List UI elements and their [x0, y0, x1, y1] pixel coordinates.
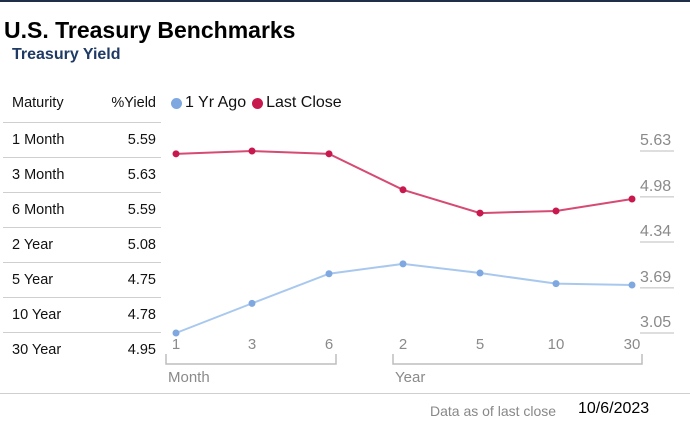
table-row: 3 Month 5.63 [3, 158, 161, 193]
series-point-1-yr-ago [248, 299, 256, 307]
page-title: U.S. Treasury Benchmarks [4, 17, 296, 43]
table-row: 5 Year 4.75 [3, 263, 161, 298]
x-tick-label: 2 [399, 336, 407, 353]
table-row: 10 Year 4.78 [3, 298, 161, 333]
series-point-1-yr-ago [325, 270, 333, 278]
series-point-1-yr-ago [476, 269, 484, 277]
table-header-row: Maturity %Yield [3, 84, 161, 123]
table-row: 2 Year 5.08 [3, 228, 161, 263]
chart-series [172, 147, 636, 337]
series-point-last-close [248, 147, 256, 155]
x-tick-label: 3 [248, 336, 256, 353]
table-row: 6 Month 5.59 [3, 193, 161, 228]
yield-cell: 4.75 [127, 272, 156, 288]
footer-label: Data as of last close [430, 403, 557, 419]
yield-cell: 5.08 [127, 237, 156, 253]
yield-cell: 4.78 [127, 307, 156, 323]
group-bracket [392, 354, 643, 365]
group-label: Year [395, 369, 425, 386]
top-rule [0, 0, 690, 2]
series-point-last-close [325, 150, 333, 158]
series-point-last-close [172, 150, 180, 158]
series-line-last-close [175, 149, 633, 215]
yield-header: %Yield [111, 95, 156, 111]
legend-item-1yr-ago[interactable]: 1 Yr Ago [171, 94, 246, 112]
table-row: 1 Month 5.59 [3, 123, 161, 158]
series-point-last-close [552, 207, 560, 215]
series-point-last-close [628, 195, 636, 203]
yield-cell: 5.63 [127, 167, 156, 183]
legend-item-last-close[interactable]: Last Close [252, 94, 342, 112]
legend-marker-last-close [252, 97, 264, 109]
series-point-1-yr-ago [399, 260, 407, 268]
series-point-last-close [399, 186, 407, 194]
maturity-cell: 3 Month [12, 167, 65, 183]
maturity-cell: 2 Year [12, 237, 54, 253]
table-row: 30 Year 4.95 [3, 333, 161, 367]
yield-cell: 5.59 [127, 132, 156, 148]
yield-cell: 5.59 [127, 202, 156, 218]
group-label: Month [168, 369, 210, 386]
y-tick-label: 5.63 [640, 132, 671, 149]
page-subtitle: Treasury Yield [12, 46, 121, 63]
series-point-1-yr-ago [172, 329, 180, 337]
legend-label-1yr-ago: 1 Yr Ago [185, 94, 247, 111]
series-point-1-yr-ago [628, 281, 636, 289]
x-tick-label: 10 [548, 336, 565, 353]
maturity-cell: 30 Year [12, 342, 62, 358]
x-axis-groups: Month Year [165, 354, 643, 386]
y-tick-label: 4.98 [640, 178, 671, 195]
series-point-1-yr-ago [552, 280, 560, 288]
yield-table: Maturity %Yield 1 Month 5.59 3 Month 5.6… [3, 84, 161, 367]
footer-date: 10/6/2023 [578, 400, 650, 417]
yield-cell: 4.95 [127, 342, 156, 358]
chart-legend: 1 Yr Ago Last Close [171, 94, 348, 112]
legend-label-last-close: Last Close [266, 94, 342, 111]
y-tick-label: 3.69 [640, 269, 671, 286]
maturity-cell: 1 Month [12, 132, 65, 148]
maturity-cell: 6 Month [12, 202, 65, 218]
maturity-cell: 10 Year [12, 307, 62, 323]
y-tick-label: 4.34 [640, 223, 671, 240]
y-axis-ticks: 5.63 4.98 4.34 3.69 3.05 [640, 132, 674, 334]
legend-marker-1yr-ago [171, 97, 182, 109]
maturity-header: Maturity [12, 95, 64, 111]
x-tick-label: 5 [476, 336, 484, 353]
x-tick-label: 30 [624, 336, 641, 353]
y-tick-label: 3.05 [640, 314, 671, 331]
bottom-rule [0, 393, 690, 394]
group-bracket [165, 354, 337, 365]
series-point-last-close [476, 209, 484, 217]
x-axis-ticks: 1 3 6 2 5 10 30 [172, 336, 641, 353]
maturity-cell: 5 Year [12, 272, 54, 288]
series-line-1-yr-ago [175, 262, 633, 334]
x-tick-label: 1 [172, 336, 180, 353]
x-tick-label: 6 [325, 336, 333, 353]
